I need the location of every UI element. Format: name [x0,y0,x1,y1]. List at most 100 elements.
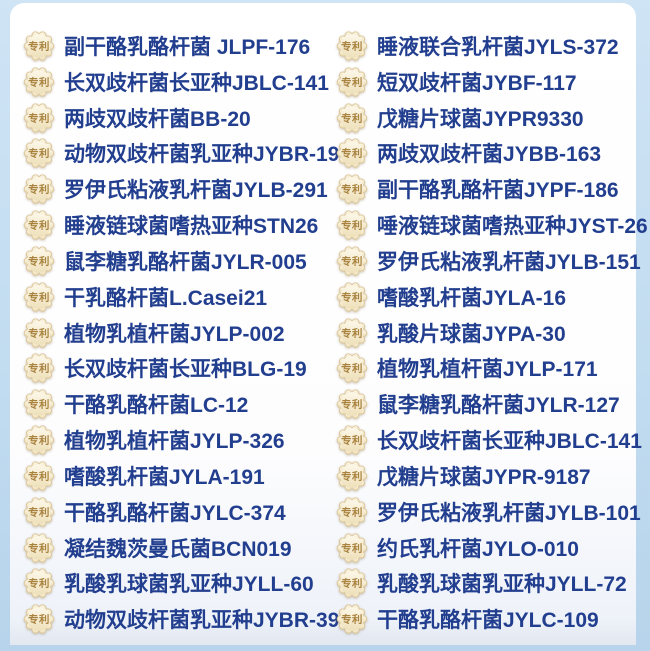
patent-seal-icon: 专利 [22,351,56,385]
patent-item: 专利 乳酸片球菌JYPA-30 [335,315,648,351]
patent-seal-icon: 专利 [22,172,56,206]
strain-label: 睡液联合乳杆菌JYLS-372 [377,35,619,59]
patent-seal-label: 专利 [28,255,50,268]
patent-seal-icon: 专利 [335,136,369,170]
patent-seal-icon: 专利 [22,602,56,636]
patent-seal-label: 专利 [341,434,363,447]
patent-column-left: 专利 副干酪乳酪杆菌 JLPF-176 [22,28,351,637]
strain-label: 动物双歧杆菌乳亚种JYBR-190 [64,143,352,167]
strain-label: 干酪乳酪杆菌JYLC-109 [377,609,599,633]
strain-label: 短双歧杆菌JYBF-117 [377,71,577,95]
patent-seal-icon: 专利 [335,280,369,314]
strain-label: 长双歧杆菌长亚种JBLC-141 [64,71,329,95]
patent-item: 专利 干乳酪杆菌L.Casei21 [22,279,335,315]
patent-seal-icon: 专利 [22,136,56,170]
strain-label: 乳酸片球菌JYPA-30 [377,322,566,346]
patent-seal-icon: 专利 [22,531,56,565]
strain-label: 长双歧杆菌长亚种JBLC-141 [377,430,642,454]
patent-column-right: 专利 睡液联合乳杆菌JYLS-372 [335,28,648,637]
patent-item: 专利 短双歧杆菌JYBF-117 [335,64,648,100]
patent-seal-label: 专利 [341,255,363,268]
strain-label: 唾液链球菌嗜热亚种JYST-26 [377,215,648,239]
patent-seal-icon: 专利 [335,316,369,350]
strain-label: 干乳酪杆菌L.Casei21 [64,286,268,310]
patent-seal-label: 专利 [341,147,363,160]
strain-label: 乳酸乳球菌乳亚种JYLL-60 [64,573,314,597]
strain-label: 干酪乳酪杆菌JYLC-374 [64,501,286,525]
patent-item: 专利 植物乳植杆菌JYLP-326 [22,422,335,458]
patent-item: 专利 两歧双歧杆菌JYBB-163 [335,135,648,171]
patent-seal-icon: 专利 [335,65,369,99]
patent-seal-label: 专利 [28,111,50,124]
patent-seal-label: 专利 [28,219,50,232]
patent-item: 专利 戊糖片球菌JYPR9330 [335,100,648,136]
patent-seal-label: 专利 [341,290,363,303]
patent-seal-label: 专利 [28,76,50,89]
patent-item: 专利 副干酪乳酪杆菌 JLPF-176 [22,28,335,64]
patent-item: 专利 睡液联合乳杆菌JYLS-372 [335,28,648,64]
strain-label: 戊糖片球菌JYPR-9187 [377,465,591,489]
patent-seal-icon: 专利 [22,423,56,457]
patent-item: 专利 唾液链球菌嗜热亚种JYST-26 [335,207,648,243]
patent-item: 专利 两歧双歧杆菌BB-20 [22,100,335,136]
patent-seal-label: 专利 [341,326,363,339]
patent-item: 专利 戊糖片球菌JYPR-9187 [335,458,648,494]
strain-label: 植物乳植杆菌JYLP-002 [64,322,285,346]
patent-seal-icon: 专利 [22,566,56,600]
patent-seal-icon: 专利 [335,531,369,565]
strain-label: 嗜酸乳杆菌JYLA-16 [377,286,567,310]
patent-item: 专利 长双歧杆菌长亚种BLG-19 [22,350,335,386]
patent-seal-icon: 专利 [335,566,369,600]
patent-item: 专利 乳酸乳球菌乳亚种JYLL-72 [335,565,648,601]
patent-seal-label: 专利 [28,434,50,447]
strain-label: 长双歧杆菌长亚种BLG-19 [64,358,307,382]
patent-seal-icon: 专利 [22,244,56,278]
patent-item: 专利 干酪乳酪杆菌LC-12 [22,386,335,422]
patent-seal-label: 专利 [28,541,50,554]
patent-seal-icon: 专利 [22,29,56,63]
patent-seal-label: 专利 [341,362,363,375]
patent-seal-icon: 专利 [22,208,56,242]
patent-seal-label: 专利 [341,76,363,89]
patent-seal-label: 专利 [341,398,363,411]
patent-seal-icon: 专利 [335,423,369,457]
strain-label: 副干酪乳酪杆菌 JLPF-176 [64,35,311,59]
patent-seal-label: 专利 [28,290,50,303]
patent-seal-icon: 专利 [22,101,56,135]
patent-seal-label: 专利 [28,147,50,160]
patent-item: 专利 嗜酸乳杆菌JYLA-191 [22,458,335,494]
patent-seal-label: 专利 [341,111,363,124]
patent-item: 专利 长双歧杆菌长亚种JBLC-141 [335,422,648,458]
strain-label: 动物双歧杆菌乳亚种JYBR-390 [64,609,352,633]
patent-seal-icon: 专利 [335,459,369,493]
patent-seal-label: 专利 [28,470,50,483]
patent-item: 专利 动物双歧杆菌乳亚种JYBR-190 [22,135,351,171]
patent-seal-label: 专利 [28,577,50,590]
patent-item: 专利 罗伊氏粘液乳杆菌JYLB-291 [22,171,335,207]
patent-seal-label: 专利 [28,613,50,626]
patent-seal-label: 专利 [341,183,363,196]
patent-item: 专利 鼠李糖乳酪杆菌JYLR-005 [22,243,335,279]
patent-seal-label: 专利 [341,40,363,53]
patent-item: 专利 睡液链球菌嗜热亚种STN26 [22,207,335,243]
strain-label: 睡液链球菌嗜热亚种STN26 [64,215,319,239]
strain-label: 植物乳植杆菌JYLP-171 [377,358,598,382]
patent-seal-label: 专利 [341,219,363,232]
patent-seal-label: 专利 [341,577,363,590]
patent-seal-label: 专利 [28,326,50,339]
patent-item: 专利 凝结魏茨曼氏菌BCN019 [22,530,335,566]
patent-seal-icon: 专利 [22,459,56,493]
strain-label: 鼠李糖乳酪杆菌JYLR-005 [64,250,307,274]
patent-seal-icon: 专利 [22,387,56,421]
patent-seal-label: 专利 [341,613,363,626]
patent-seal-icon: 专利 [335,29,369,63]
strain-label: 乳酸乳球菌乳亚种JYLL-72 [377,573,627,597]
strain-label: 植物乳植杆菌JYLP-326 [64,430,285,454]
strain-label: 鼠李糖乳酪杆菌JYLR-127 [377,394,620,418]
strain-label: 凝结魏茨曼氏菌BCN019 [64,537,292,561]
strain-label: 戊糖片球菌JYPR9330 [377,107,584,131]
patent-seal-label: 专利 [28,183,50,196]
patent-item: 专利 约氏乳杆菌JYLO-010 [335,530,648,566]
patent-item: 专利 植物乳植杆菌JYLP-171 [335,350,648,386]
strain-label: 罗伊氏粘液乳杆菌JYLB-291 [64,179,328,203]
